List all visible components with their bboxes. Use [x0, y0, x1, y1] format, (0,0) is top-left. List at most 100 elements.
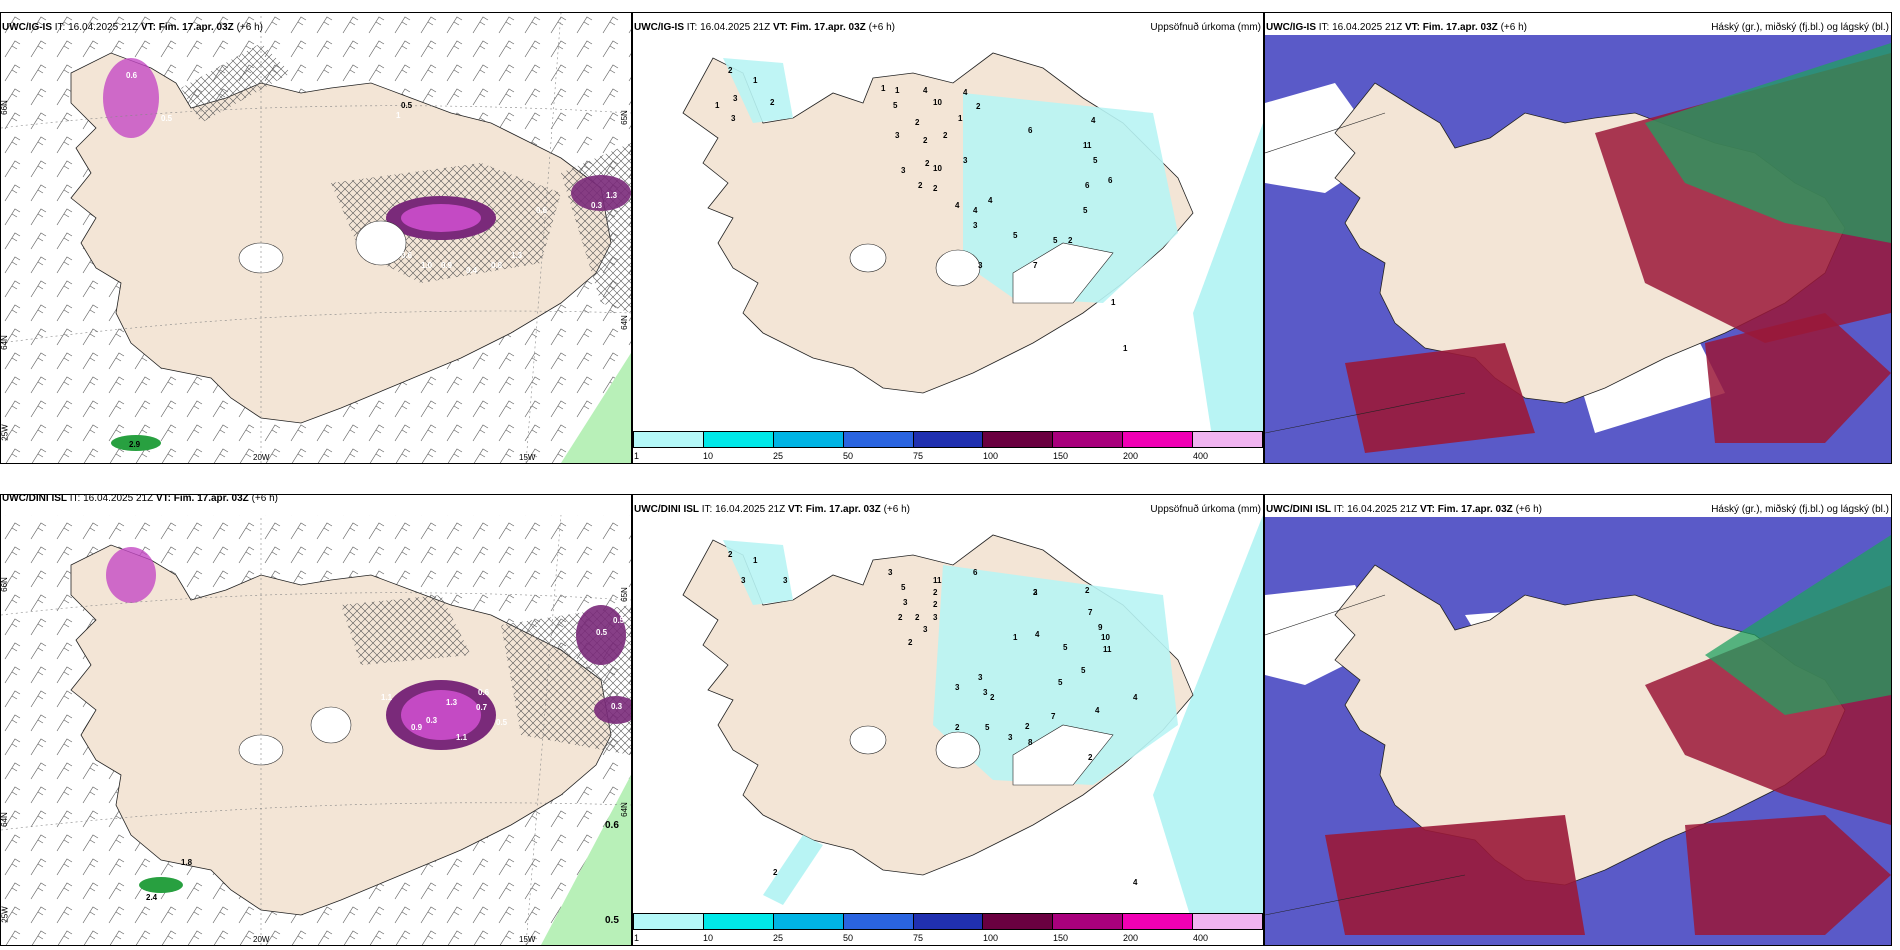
colorbar-tick: 25	[773, 933, 784, 943]
snow-hatch	[181, 43, 291, 123]
value-label: 0.4	[466, 266, 478, 275]
lat-label: 65N	[619, 110, 629, 125]
precip-area	[401, 204, 481, 232]
colorbar-swatch	[843, 914, 914, 929]
map-canvas: 0.5 1.1 1.3 0.6 0.7 0.5 1.1 0.3 0.9 0.5 …	[1, 514, 631, 945]
colorbar-tick: 50	[843, 451, 854, 461]
value-label: 3	[1008, 733, 1013, 742]
model-label: UWC/IG-IS	[2, 22, 52, 33]
value-label: 5	[1058, 678, 1063, 687]
value-label: 1	[753, 556, 758, 565]
colorbar-tick: 150	[1053, 451, 1069, 461]
value-label: 0.6	[536, 206, 548, 215]
value-label: 4	[923, 86, 928, 95]
value-label: 5	[1063, 643, 1068, 652]
value-label: 6	[1028, 126, 1033, 135]
wind-green-area	[561, 353, 631, 463]
value-label: 2	[908, 638, 913, 647]
lon-label: 15W	[519, 935, 536, 944]
lat-label: 64N	[619, 315, 629, 330]
value-label: 3	[888, 568, 893, 577]
precip-light	[723, 58, 793, 123]
precip-area	[594, 696, 631, 724]
value-label: 10	[933, 164, 942, 173]
lead-time: (+6 h)	[868, 22, 895, 33]
vt-value: Fim. 17.apr. 03Z	[1437, 504, 1513, 515]
value-label: 0.5	[401, 101, 413, 110]
precip-light-sea	[1193, 123, 1263, 443]
value-label: 2	[925, 159, 930, 168]
value-label: 3	[933, 613, 938, 622]
graticule	[525, 514, 562, 945]
lat-label: 64N	[0, 335, 9, 350]
value-label: 2	[915, 613, 920, 622]
value-label: 0.3	[611, 702, 623, 711]
value-label: 3	[741, 576, 746, 585]
lead-time: (+6	[251, 494, 267, 504]
value-label: 2	[976, 102, 981, 111]
colorbar-swatch	[983, 432, 1054, 447]
vt-value: Fim. 17.apr. 03Z	[173, 494, 249, 504]
value-label: 2	[1085, 586, 1090, 595]
map-canvas: 2 1 3 1 3 2 5 1 1 4 10 4 2 2 1 3 2 2 3 1…	[682, 52, 1263, 443]
it-value: 16.04.2025 21Z	[715, 504, 786, 515]
colorbar	[633, 431, 1263, 448]
value-label: 2	[773, 868, 778, 877]
panel-header: UWC/IG-IS IT: 16.04.2025 21Z VT: Fim. 17…	[2, 22, 263, 34]
value-label: 4	[1133, 693, 1138, 702]
panel-header: UWC/DINI ISL IT: 16.04.2025 21Z VT: Fim.…	[2, 494, 282, 505]
colorbar-ticks: 1 10 25 50 75 100 150 200 400	[633, 933, 1263, 943]
value-labels-dark: 2.9 0.5	[129, 101, 413, 449]
value-label: 0.8	[491, 261, 503, 270]
it-value: 16.04.2025 21Z	[68, 22, 139, 33]
value-label: 3	[978, 673, 983, 682]
graticule	[525, 13, 562, 463]
colorbar-tick: 200	[1123, 933, 1139, 943]
colorbar-swatch	[913, 432, 984, 447]
panel-title: Uppsöfnuð úrkoma (mm)	[1150, 22, 1261, 33]
value-label: 0.5	[605, 915, 619, 926]
it-label: IT:	[1333, 504, 1345, 515]
vt-label: VT:	[787, 504, 803, 515]
model-label: UWC/IG-IS	[634, 22, 684, 33]
precip-area	[576, 605, 626, 665]
colorbar-swatch	[1123, 914, 1194, 929]
colorbar-tick: 50	[843, 933, 854, 943]
precip-light	[723, 540, 793, 605]
value-label: 1	[881, 84, 886, 93]
vt-value: Fim. 17.apr. 03Z	[805, 504, 881, 515]
graticule	[1, 105, 631, 129]
value-label: 3	[895, 131, 900, 140]
precip-light	[933, 565, 1178, 785]
panel-bottom-left-wind: UWC/DINI ISL IT: 16.04.2025 21Z VT: Fim.…	[0, 494, 632, 946]
value-label: 4	[988, 196, 993, 205]
value-label: 1	[895, 86, 900, 95]
it-label: IT:	[69, 494, 81, 504]
value-label: 0.9	[411, 723, 423, 732]
lat-label: 64N	[0, 812, 9, 827]
precip-light	[763, 835, 823, 905]
value-label: 0.5	[161, 114, 173, 123]
colorbar-swatch	[773, 432, 844, 447]
value-label: 2	[990, 693, 995, 702]
colorbar-swatch	[913, 914, 984, 929]
lead-time-suffix: h)	[269, 494, 278, 504]
value-label: 2	[728, 66, 733, 75]
value-label: 2	[1025, 722, 1030, 731]
it-value: 16.04.2025 21Z	[700, 22, 771, 33]
value-label: 3	[978, 261, 983, 270]
value-label: 11	[1103, 645, 1112, 654]
colorbar-swatch	[634, 432, 704, 447]
value-label: 2	[918, 181, 923, 190]
value-label: 9	[1098, 623, 1103, 632]
panel-bottom-right-clouds: UWC/DINI ISL IT: 16.04.2025 21Z VT: Fim.…	[1264, 494, 1892, 946]
precip-area	[571, 175, 631, 211]
value-label: 2.9	[129, 440, 141, 449]
value-label: 1.0	[421, 261, 433, 270]
colorbar-tick: 25	[773, 451, 784, 461]
value-label: 2	[1033, 588, 1038, 597]
vt-label: VT:	[140, 22, 156, 33]
value-labels: 0.5 1.1 1.3 0.6 0.7 0.5 1.1 0.3 0.9 0.5 …	[381, 616, 625, 742]
value-label: 5	[1081, 666, 1086, 675]
graticule	[1, 310, 631, 344]
